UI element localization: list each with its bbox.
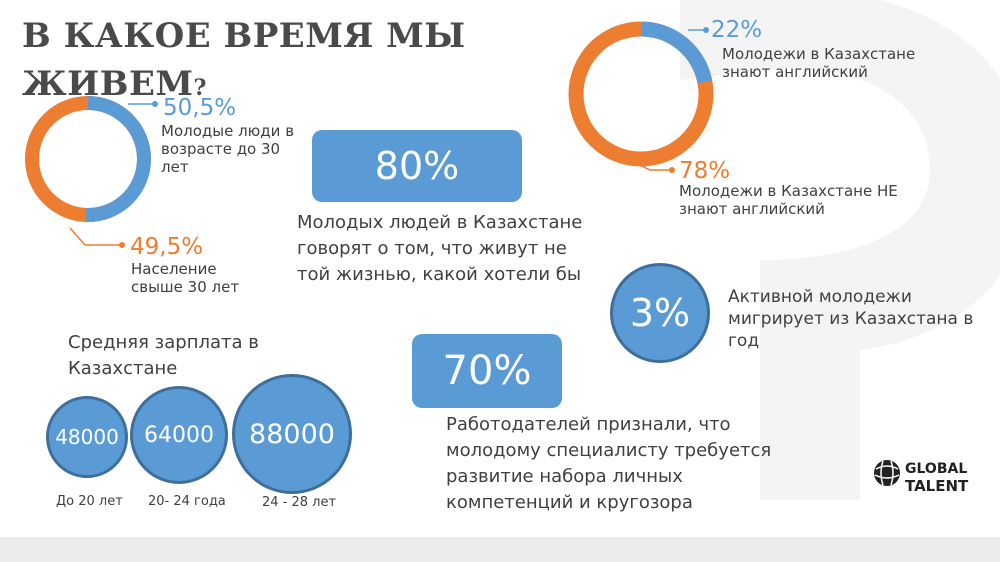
salary-circle-3: 88000 [232, 374, 352, 494]
leader-older-dot [119, 242, 125, 248]
salary-age-2: 20- 24 года [148, 494, 226, 509]
global-talent-logo: GLOBAL TALENT [873, 457, 983, 507]
donut-english-know-arc [568, 21, 714, 167]
footer-bar [0, 537, 1000, 562]
donut-english [568, 21, 714, 167]
stat-80-text: Молодых людей в Казахстане говорят о том… [297, 212, 583, 285]
donut-age-young-arc [25, 96, 151, 222]
title-line-2-text: ЖИВЕМ [22, 64, 194, 104]
page-title: В КАКОЕ ВРЕМЯ МЫ ЖИВЕМ? [22, 12, 466, 112]
title-line-2: ЖИВЕМ? [22, 60, 466, 112]
stat-3-text: Активной молодежи мигрирует из Казахстан… [728, 287, 974, 351]
stat-80-box: 80% [312, 130, 522, 202]
salary-age-3: 24 - 28 лет [262, 495, 337, 510]
background-decoration [680, 0, 1000, 500]
not-know-pct: 78% [679, 158, 731, 184]
salary-title: Средняя зарплата в Казахстане [68, 332, 259, 379]
young-label: Молодые люди в возрасте до 30 лет [161, 122, 295, 176]
logo-line-2: TALENT [905, 477, 969, 495]
salary-circle-2: 64000 [130, 386, 228, 484]
stat-70-box: 70% [412, 334, 562, 408]
salary-circle-1: 48000 [46, 396, 128, 478]
title-question-mark: ? [193, 75, 207, 101]
know-pct: 22% [711, 17, 763, 43]
salary-age-1: До 20 лет [56, 494, 123, 509]
not-know-label: Молодежи в Казахстане НЕ знают английски… [679, 182, 898, 218]
older-label: Население свыше 30 лет [131, 260, 240, 296]
know-label: Молодежи в Казахстане знают английский [722, 45, 916, 81]
stat-3-circle: 3% [610, 263, 710, 363]
donut-age [25, 96, 151, 222]
title-line-1: В КАКОЕ ВРЕМЯ МЫ [22, 16, 466, 56]
young-pct: 50,5% [163, 95, 237, 121]
logo-line-1: GLOBAL [905, 461, 968, 477]
stat-70-text: Работодателей признали, что молодому спе… [446, 414, 772, 513]
globe-icon [874, 460, 900, 486]
older-pct: 49,5% [130, 234, 204, 260]
